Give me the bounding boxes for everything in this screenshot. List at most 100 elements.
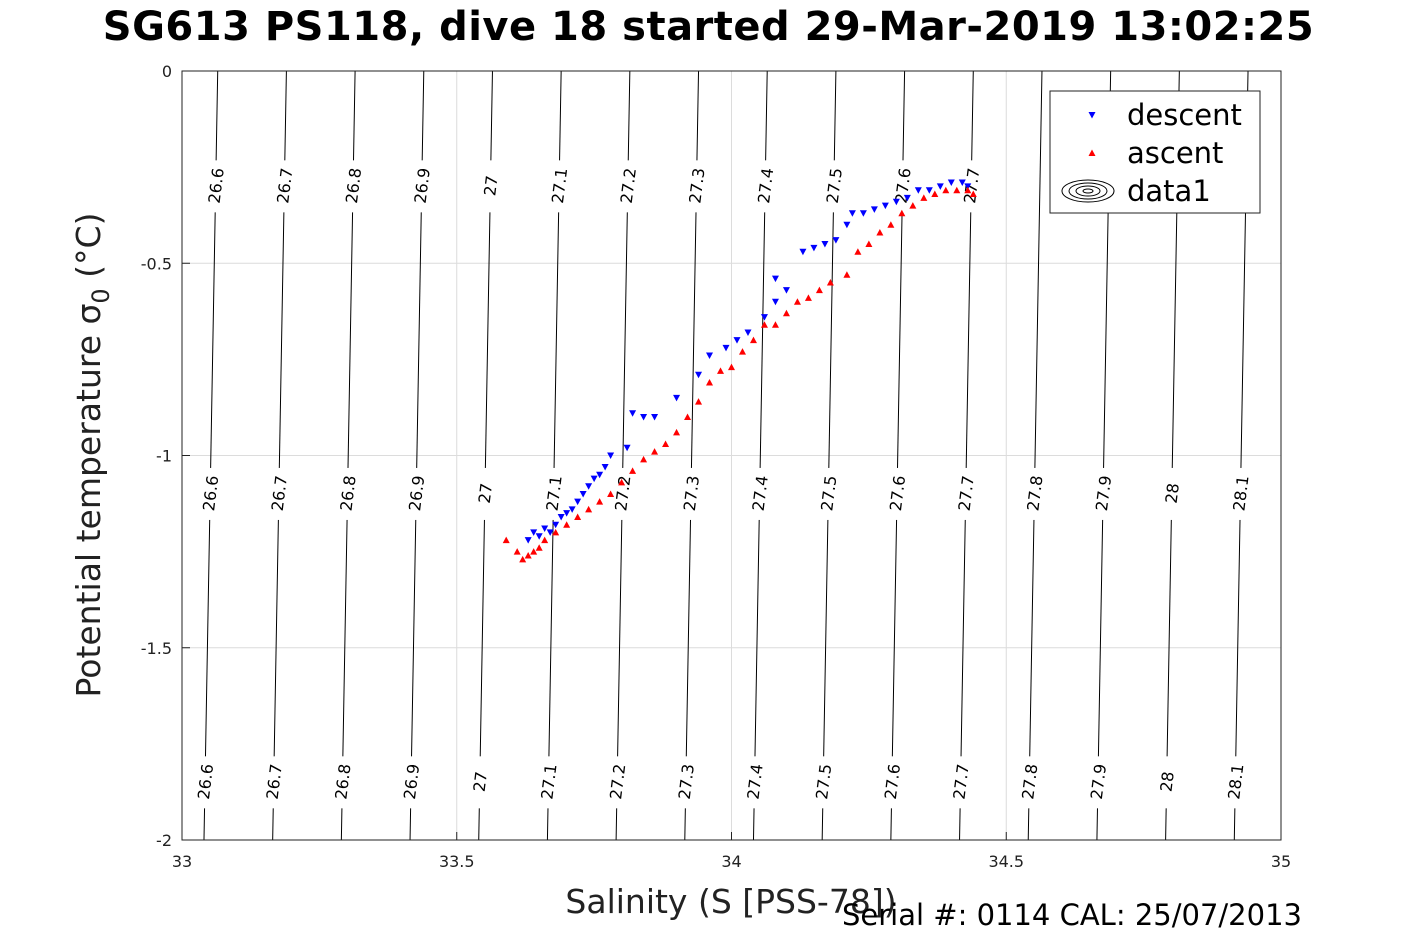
contour-label-bg xyxy=(204,160,227,213)
contour-label: 26.6 xyxy=(205,167,228,205)
contour-label-bg xyxy=(679,467,702,520)
ascent-point xyxy=(931,190,939,198)
x-tick-label: 34 xyxy=(721,852,741,871)
ascent-point xyxy=(749,336,757,344)
ascent-point xyxy=(684,413,692,421)
contour-label-bg xyxy=(473,467,496,520)
y-tick-label: -0.5 xyxy=(141,254,172,273)
descent-point xyxy=(607,452,615,459)
ascent-point xyxy=(953,186,961,194)
descent-point xyxy=(964,183,972,190)
contour-label: 26.6 xyxy=(194,763,217,801)
contour-label-bg xyxy=(199,467,222,520)
contour-label: 27.5 xyxy=(817,474,840,512)
ascent-point xyxy=(771,321,779,328)
descent-point xyxy=(629,410,637,417)
contour-label-bg xyxy=(537,756,560,809)
ascent-point xyxy=(865,240,873,248)
contour-label: 27.8 xyxy=(1018,763,1041,801)
contour-label-bg xyxy=(960,160,983,213)
ascent-point xyxy=(563,521,571,528)
contour-label-bg xyxy=(479,160,502,213)
ascent-point xyxy=(607,490,615,497)
contour-label: 28.1 xyxy=(1224,763,1247,801)
ascent-point xyxy=(942,186,950,194)
descent-point xyxy=(530,529,538,536)
contour-label: 26.9 xyxy=(400,763,423,801)
contour-label: 26.7 xyxy=(263,763,286,801)
ascent-point xyxy=(574,513,582,521)
descent-point xyxy=(760,314,768,321)
descent-point xyxy=(870,206,878,213)
legend-data1-icon xyxy=(1068,182,1108,200)
contour-label-bg xyxy=(1018,756,1041,809)
ascent-point xyxy=(887,221,895,228)
descent-point xyxy=(722,344,730,352)
contour-label-bg xyxy=(949,756,972,809)
descent-point xyxy=(563,510,571,517)
descent-point xyxy=(892,198,900,206)
contour-label-bg xyxy=(342,160,365,213)
y-tick-label: -1.5 xyxy=(141,639,172,658)
descent-point xyxy=(601,464,609,471)
contour-label: 27.4 xyxy=(749,474,772,512)
descent-point xyxy=(881,202,889,210)
x-axis-label: Salinity (S [PSS-78]) xyxy=(565,882,896,921)
ascent-point xyxy=(738,348,746,355)
ascent-point xyxy=(530,548,538,555)
ascent-point xyxy=(524,551,532,559)
descent-point xyxy=(843,221,851,229)
contour-label-bg xyxy=(685,160,708,213)
descent-point xyxy=(579,490,587,498)
ascent-point xyxy=(706,378,714,386)
ascent-point xyxy=(760,321,768,328)
contour-label: 27.7 xyxy=(960,167,983,205)
contour-label: 27 xyxy=(480,174,501,197)
contour-label: 27.9 xyxy=(1092,474,1115,512)
contour-label: 27.5 xyxy=(812,763,835,801)
descent-point xyxy=(832,237,840,244)
ascent-point xyxy=(898,209,906,217)
contour-line xyxy=(1027,70,1043,841)
legend-data1-icon xyxy=(1082,188,1094,194)
descent-point xyxy=(557,514,565,521)
contour-label: 27.2 xyxy=(611,474,634,512)
ascent-point xyxy=(717,367,725,374)
legend-data1-icon xyxy=(1061,179,1115,203)
contour-label-bg xyxy=(1092,467,1115,520)
legend: descent ascent data1 xyxy=(1049,90,1261,214)
contour-label: 27.1 xyxy=(548,167,571,205)
contour-label-bg xyxy=(812,756,835,809)
contour-label-bg xyxy=(822,160,845,213)
ascent-point xyxy=(673,428,681,436)
contour-label-bg xyxy=(548,160,571,213)
ascent-point xyxy=(793,298,801,305)
descent-point xyxy=(925,187,933,194)
contour-label-bg xyxy=(748,467,771,520)
ascent-point xyxy=(804,294,812,301)
descent-point xyxy=(590,475,598,483)
axis-ticks: 33 33.5 34 34.5 35 0 -0.5 -1 -1.5 -2 xyxy=(141,62,1291,871)
descent-point xyxy=(810,244,818,252)
contour-label-bg xyxy=(743,756,766,809)
contour-label-bg xyxy=(273,160,296,213)
contour-label: 27.5 xyxy=(823,167,846,205)
descent-point xyxy=(546,529,554,536)
contour-label-bg xyxy=(410,160,433,213)
contour-label-bg xyxy=(468,756,491,809)
ascent-point xyxy=(969,190,977,198)
descent-point xyxy=(848,210,856,217)
legend-ascent-marker xyxy=(1088,149,1096,156)
descent-point xyxy=(524,537,532,544)
descent-point xyxy=(552,521,560,529)
contour-label: 26.7 xyxy=(268,474,291,512)
descent-point xyxy=(706,352,714,360)
contour-label-bg xyxy=(1023,467,1046,520)
descent-point xyxy=(535,533,543,540)
contour-label: 27.1 xyxy=(537,763,560,801)
chart-title: SG613 PS118, dive 18 started 29-Mar-2019… xyxy=(102,4,1315,50)
contour-label: 27.2 xyxy=(617,167,640,205)
contour-label-bg xyxy=(1160,467,1183,520)
contour-label-bg xyxy=(1229,467,1252,520)
